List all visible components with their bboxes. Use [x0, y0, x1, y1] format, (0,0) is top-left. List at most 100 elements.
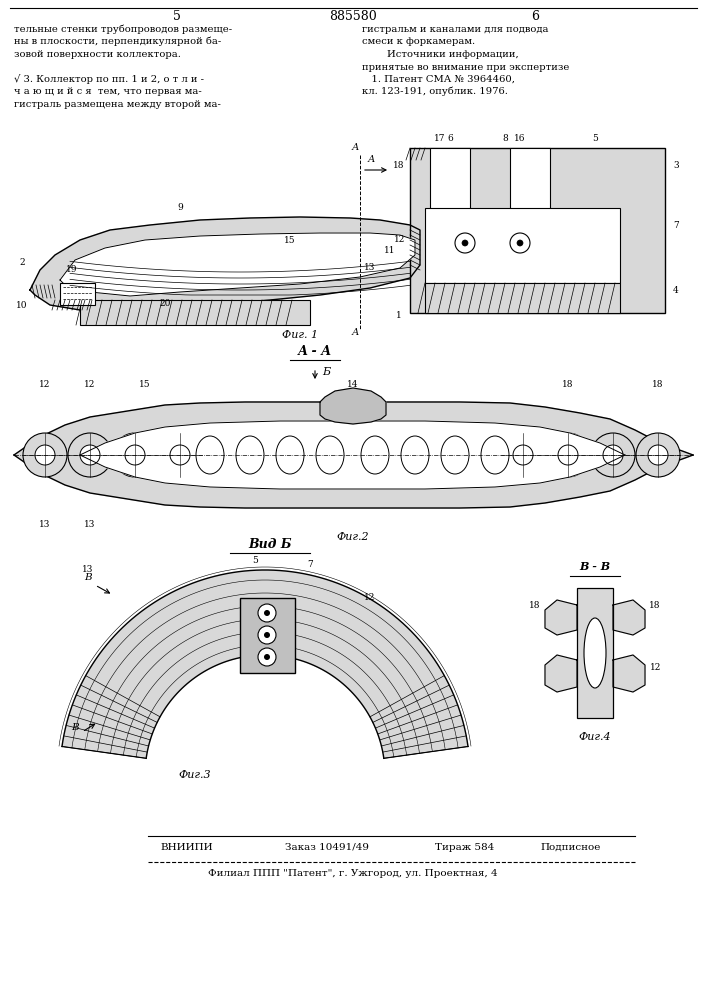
Ellipse shape [401, 436, 429, 474]
Text: кл. 123-191, опублик. 1976.: кл. 123-191, опублик. 1976. [362, 87, 508, 97]
Text: 13: 13 [82, 565, 94, 574]
Bar [430, 148, 470, 218]
Circle shape [591, 433, 635, 477]
Polygon shape [545, 600, 577, 635]
Text: √ 3. Коллектор по пп. 1 и 2, о т л и -: √ 3. Коллектор по пп. 1 и 2, о т л и - [14, 74, 204, 84]
Text: 11: 11 [384, 246, 396, 255]
Text: ны в плоскости, перпендикулярной ба-: ны в плоскости, перпендикулярной ба- [14, 37, 221, 46]
Circle shape [546, 433, 590, 477]
Circle shape [264, 632, 270, 638]
Text: Заказ 10491/49: Заказ 10491/49 [285, 843, 369, 852]
Text: 18: 18 [649, 601, 661, 610]
Circle shape [158, 433, 202, 477]
Circle shape [510, 233, 530, 253]
Polygon shape [320, 388, 386, 424]
Text: 13: 13 [590, 708, 601, 717]
Text: Вид Б: Вид Б [248, 538, 292, 551]
Text: 15: 15 [139, 380, 151, 389]
Ellipse shape [481, 436, 509, 474]
Bar [425, 208, 620, 283]
Text: принятые во внимание при экспертизе: принятые во внимание при экспертизе [362, 62, 569, 72]
Text: смеси к форкамерам.: смеси к форкамерам. [362, 37, 475, 46]
Text: Филиал ППП "Патент", г. Ужгород, ул. Проектная, 4: Филиал ППП "Патент", г. Ужгород, ул. Про… [208, 869, 498, 878]
Text: тельные стенки трубопроводов размеще-: тельные стенки трубопроводов размеще- [14, 24, 232, 34]
Text: 8: 8 [502, 134, 508, 143]
Text: 15: 15 [284, 236, 296, 245]
Text: 18: 18 [530, 601, 541, 610]
Ellipse shape [316, 436, 344, 474]
Circle shape [501, 433, 545, 477]
Bar [577, 588, 613, 718]
Circle shape [258, 604, 276, 622]
Circle shape [68, 433, 112, 477]
Text: 1: 1 [396, 311, 402, 320]
Text: 12: 12 [364, 593, 375, 602]
Circle shape [35, 445, 55, 465]
Text: гистральм и каналами для подвода: гистральм и каналами для подвода [362, 25, 549, 34]
Text: 12: 12 [650, 663, 661, 672]
Polygon shape [60, 233, 415, 296]
Text: Фиг. 1: Фиг. 1 [282, 330, 318, 340]
Circle shape [113, 433, 157, 477]
Polygon shape [545, 655, 577, 692]
Text: Источники информации,: Источники информации, [362, 50, 519, 59]
Text: Б: Б [322, 367, 330, 377]
Text: гистраль размещена между второй ма-: гистраль размещена между второй ма- [14, 100, 221, 109]
Circle shape [636, 433, 680, 477]
Text: 7: 7 [307, 560, 313, 569]
Circle shape [462, 240, 468, 246]
Text: А - А: А - А [298, 345, 332, 358]
Text: 17: 17 [434, 134, 445, 143]
Circle shape [258, 648, 276, 666]
Text: Фиг.4: Фиг.4 [579, 732, 612, 742]
Text: 14: 14 [347, 380, 358, 389]
Polygon shape [613, 600, 645, 635]
Text: 6: 6 [447, 134, 453, 143]
Text: 13: 13 [364, 263, 375, 272]
Text: В: В [84, 573, 92, 582]
Text: 13: 13 [40, 520, 51, 529]
Polygon shape [62, 570, 468, 758]
Circle shape [648, 445, 668, 465]
Text: В: В [71, 723, 78, 732]
Text: 12: 12 [84, 380, 95, 389]
Polygon shape [30, 217, 420, 310]
Circle shape [170, 445, 190, 465]
Text: Фиг.3: Фиг.3 [179, 770, 211, 780]
Text: 5: 5 [252, 556, 258, 565]
Text: 1. Патент СМА № 3964460,: 1. Патент СМА № 3964460, [362, 75, 515, 84]
Text: 2: 2 [19, 258, 25, 267]
Circle shape [455, 233, 475, 253]
Bar [410, 148, 665, 313]
Text: ВНИИПИ: ВНИИПИ [160, 843, 213, 852]
Text: А: А [351, 143, 358, 152]
Text: 11: 11 [623, 618, 634, 627]
Ellipse shape [441, 436, 469, 474]
Text: 5: 5 [173, 10, 181, 23]
Text: Подписное: Подписное [540, 843, 600, 852]
Text: Тираж 584: Тираж 584 [435, 843, 494, 852]
Bar [240, 598, 295, 673]
Circle shape [513, 445, 533, 465]
Ellipse shape [361, 436, 389, 474]
Text: А: А [351, 328, 358, 337]
Text: 18: 18 [562, 380, 574, 389]
Text: 13: 13 [84, 520, 95, 529]
Text: 12: 12 [40, 380, 51, 389]
Text: 12: 12 [395, 235, 406, 244]
Text: 6: 6 [531, 10, 539, 23]
Bar [80, 300, 310, 325]
Circle shape [517, 240, 523, 246]
Polygon shape [14, 402, 693, 508]
Circle shape [258, 626, 276, 644]
Bar [425, 283, 620, 313]
Text: ч а ю щ и й с я  тем, что первая ма-: ч а ю щ и й с я тем, что первая ма- [14, 88, 201, 97]
Text: 20: 20 [159, 299, 170, 308]
Text: А: А [368, 155, 375, 164]
Circle shape [125, 445, 145, 465]
Ellipse shape [196, 436, 224, 474]
Circle shape [23, 433, 67, 477]
Text: 19: 19 [66, 265, 78, 274]
Polygon shape [613, 655, 645, 692]
Text: 9: 9 [177, 203, 183, 212]
